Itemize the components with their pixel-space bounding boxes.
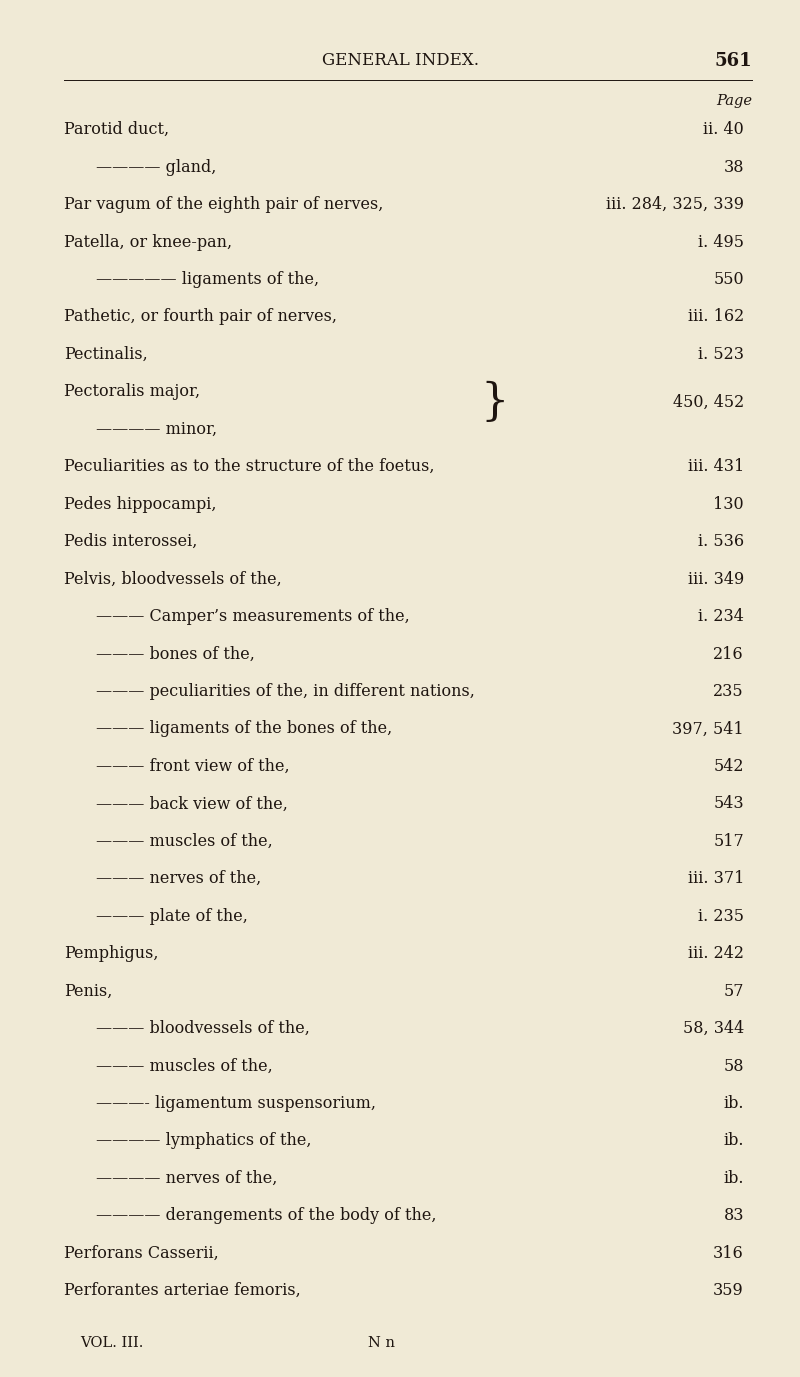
Text: 450, 452: 450, 452 <box>673 394 744 410</box>
Text: Perforans Casserii,: Perforans Casserii, <box>64 1245 218 1261</box>
Text: Perforantes arteriae femoris,: Perforantes arteriae femoris, <box>64 1282 301 1300</box>
Text: Page: Page <box>716 94 752 107</box>
Text: ——— muscles of the,: ——— muscles of the, <box>96 833 273 850</box>
Text: ———— derangements of the body of the,: ———— derangements of the body of the, <box>96 1208 437 1224</box>
Text: i. 523: i. 523 <box>698 346 744 364</box>
Text: 316: 316 <box>714 1245 744 1261</box>
Text: 235: 235 <box>714 683 744 700</box>
Text: iii. 371: iii. 371 <box>688 870 744 887</box>
Text: 216: 216 <box>714 646 744 662</box>
Text: Pectinalis,: Pectinalis, <box>64 346 148 364</box>
Text: ——— bones of the,: ——— bones of the, <box>96 646 255 662</box>
Text: 517: 517 <box>714 833 744 850</box>
Text: ii. 40: ii. 40 <box>703 121 744 138</box>
Text: ———— nerves of the,: ———— nerves of the, <box>96 1170 278 1187</box>
Text: }: } <box>480 380 508 424</box>
Text: ——— back view of the,: ——— back view of the, <box>96 796 288 812</box>
Text: GENERAL INDEX.: GENERAL INDEX. <box>322 52 478 69</box>
Text: ib.: ib. <box>723 1132 744 1150</box>
Text: 130: 130 <box>714 496 744 512</box>
Text: i. 235: i. 235 <box>698 907 744 925</box>
Text: Pedis interossei,: Pedis interossei, <box>64 533 198 551</box>
Text: 542: 542 <box>714 757 744 775</box>
Text: 359: 359 <box>714 1282 744 1300</box>
Text: 38: 38 <box>723 158 744 176</box>
Text: ——— plate of the,: ——— plate of the, <box>96 907 248 925</box>
Text: Pelvis, bloodvessels of the,: Pelvis, bloodvessels of the, <box>64 570 282 588</box>
Text: ————— ligaments of the,: ————— ligaments of the, <box>96 271 319 288</box>
Text: ———- ligamentum suspensorium,: ———- ligamentum suspensorium, <box>96 1095 376 1113</box>
Text: i. 234: i. 234 <box>698 609 744 625</box>
Text: Pathetic, or fourth pair of nerves,: Pathetic, or fourth pair of nerves, <box>64 308 337 325</box>
Text: ——— bloodvessels of the,: ——— bloodvessels of the, <box>96 1020 310 1037</box>
Text: iii. 242: iii. 242 <box>688 945 744 963</box>
Text: ——— muscles of the,: ——— muscles of the, <box>96 1058 273 1074</box>
Text: ———— minor,: ———— minor, <box>96 421 217 438</box>
Text: Peculiarities as to the structure of the foetus,: Peculiarities as to the structure of the… <box>64 459 434 475</box>
Text: 550: 550 <box>714 271 744 288</box>
Text: ———— gland,: ———— gland, <box>96 158 216 176</box>
Text: Pedes hippocampi,: Pedes hippocampi, <box>64 496 217 512</box>
Text: 561: 561 <box>714 52 752 70</box>
Text: iii. 162: iii. 162 <box>688 308 744 325</box>
Text: ib.: ib. <box>723 1170 744 1187</box>
Text: iii. 349: iii. 349 <box>688 570 744 588</box>
Text: 83: 83 <box>723 1208 744 1224</box>
Text: Pemphigus,: Pemphigus, <box>64 945 158 963</box>
Text: Patella, or knee-pan,: Patella, or knee-pan, <box>64 234 232 251</box>
Text: iii. 284, 325, 339: iii. 284, 325, 339 <box>606 196 744 213</box>
Text: VOL. III.: VOL. III. <box>80 1336 143 1349</box>
Text: Parotid duct,: Parotid duct, <box>64 121 169 138</box>
Text: N n: N n <box>368 1336 395 1349</box>
Text: 397, 541: 397, 541 <box>672 720 744 738</box>
Text: 57: 57 <box>723 983 744 1000</box>
Text: ——— ligaments of the bones of the,: ——— ligaments of the bones of the, <box>96 720 392 738</box>
Text: iii. 431: iii. 431 <box>688 459 744 475</box>
Text: ib.: ib. <box>723 1095 744 1113</box>
Text: Pectoralis major,: Pectoralis major, <box>64 383 200 401</box>
Text: i. 495: i. 495 <box>698 234 744 251</box>
Text: Par vagum of the eighth pair of nerves,: Par vagum of the eighth pair of nerves, <box>64 196 383 213</box>
Text: ——— peculiarities of the, in different nations,: ——— peculiarities of the, in different n… <box>96 683 475 700</box>
Text: ———— lymphatics of the,: ———— lymphatics of the, <box>96 1132 311 1150</box>
Text: i. 536: i. 536 <box>698 533 744 551</box>
Text: 58: 58 <box>723 1058 744 1074</box>
Text: ——— Camper’s measurements of the,: ——— Camper’s measurements of the, <box>96 609 410 625</box>
Text: Penis,: Penis, <box>64 983 112 1000</box>
Text: ——— nerves of the,: ——— nerves of the, <box>96 870 262 887</box>
Text: 543: 543 <box>714 796 744 812</box>
Text: ——— front view of the,: ——— front view of the, <box>96 757 290 775</box>
Text: 58, 344: 58, 344 <box>682 1020 744 1037</box>
